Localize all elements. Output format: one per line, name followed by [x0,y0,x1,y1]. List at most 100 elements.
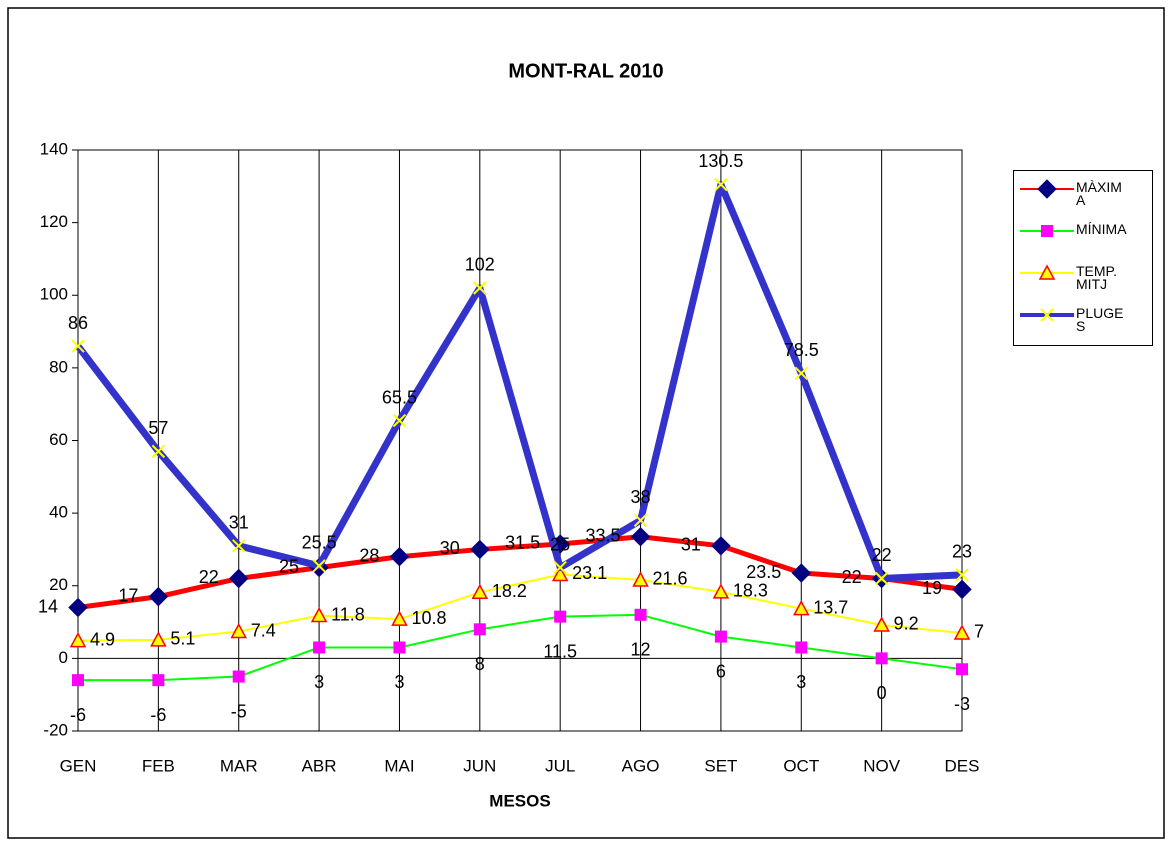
data-label: 22 [872,545,892,565]
legend-item: MÀXIMA [1014,177,1152,219]
data-label: 7.4 [251,620,276,640]
data-label: 78.5 [784,340,819,360]
data-label: 22 [199,567,219,587]
data-label: 31 [229,513,249,533]
marker [956,663,968,676]
legend-label: TEMP.MITJ [1076,263,1117,292]
marker [795,641,808,654]
data-label: 3 [314,672,324,692]
data-label: 14 [38,596,58,616]
data-label: 25.5 [302,533,337,553]
data-label: 19 [922,578,942,598]
marker [473,281,487,295]
marker [471,583,489,600]
chart-title: MONT-RAL 2010 [508,60,663,82]
legend-swatch [1020,179,1074,199]
data-label: 33.5 [585,525,620,545]
marker [151,444,166,459]
data-label: 25 [550,534,570,554]
data-label: 23.5 [746,562,781,582]
marker [232,670,245,683]
x-tick-label: JUL [545,756,575,775]
x-axis-label: MESOS [489,791,550,810]
legend-item: TEMP.MITJ [1014,261,1152,303]
marker [313,641,326,654]
marker [310,606,328,623]
legend-marker [1041,225,1053,237]
data-label: 18.3 [733,581,768,601]
data-label: -3 [954,694,970,714]
marker [152,674,165,687]
x-tick-label: MAI [384,756,414,775]
y-tick-label: 140 [40,139,68,158]
legend-item: MÍNIMA [1014,219,1152,261]
marker [633,513,648,528]
x-tick-label: MAR [220,756,258,775]
data-label: -6 [70,705,86,725]
marker [875,652,888,665]
data-label: 28 [359,545,379,565]
marker [148,586,169,607]
y-tick-label: 80 [49,357,68,376]
legend-label: MÀXIMA [1076,179,1122,208]
y-tick-label: -20 [43,720,68,739]
marker [68,597,88,618]
data-label: 25 [279,556,299,576]
marker [71,339,85,353]
data-label: 7 [974,622,984,642]
marker [874,571,889,586]
data-label: 22 [842,567,862,587]
data-label: 11.5 [543,641,577,661]
x-tick-label: AGO [622,756,660,775]
data-label: 8 [475,654,485,674]
marker [392,413,407,428]
data-label: 86 [68,313,88,333]
data-label: 31.5 [505,533,540,553]
data-label: 31 [681,535,701,555]
legend-swatch [1020,264,1074,280]
x-tick-label: NOV [863,756,901,775]
marker [952,579,972,600]
data-label: 23.1 [572,563,607,583]
marker [553,560,567,575]
plot-area [77,149,963,732]
y-tick-label: 120 [40,212,68,231]
data-label: -5 [231,701,247,721]
marker [712,583,730,599]
data-label: 17 [118,585,138,605]
data-label: 130.5 [698,151,743,171]
data-label: 30 [440,538,460,558]
legend-label: PLUGES [1076,305,1124,334]
y-tick-label: 40 [49,503,68,522]
marker [473,623,486,636]
marker [229,568,249,589]
x-tick-label: SET [704,756,737,775]
marker [150,631,167,647]
marker [791,563,811,583]
marker [711,536,731,556]
y-tick-label: 0 [59,648,68,667]
data-label: 23 [952,542,972,562]
data-label: -6 [150,705,166,725]
legend-swatch [1020,308,1074,322]
marker [714,177,728,192]
marker [630,527,651,547]
marker [634,608,647,621]
marker [632,571,649,587]
data-label: 11.8 [331,604,365,624]
marker [312,559,326,573]
x-tick-label: OCT [783,756,819,775]
x-tick-label: FEB [142,756,175,775]
marker [793,600,810,616]
data-label: 3 [796,672,806,692]
legend-item: PLUGES [1014,303,1152,345]
legend-marker [1037,179,1057,199]
data-label: 13.7 [813,597,848,617]
legend-marker [1040,308,1054,322]
legend-label: MÍNIMA [1076,221,1127,237]
x-tick-label: JUN [463,756,496,775]
legend-marker [1038,264,1056,280]
data-label: 18.2 [492,581,527,601]
